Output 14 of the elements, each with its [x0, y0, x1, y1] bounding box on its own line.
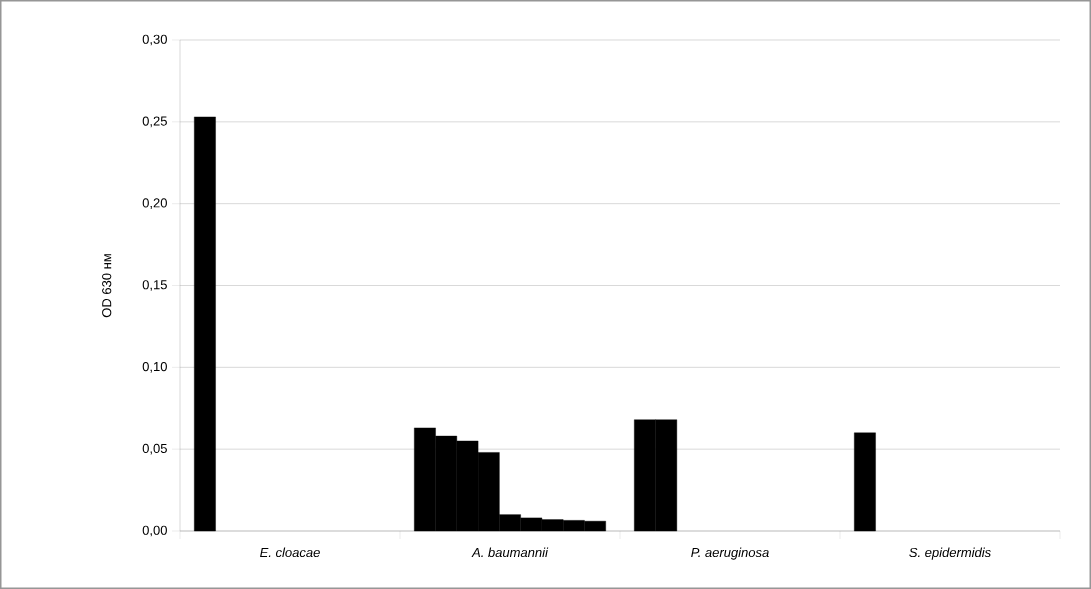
y-tick-label: 0,25: [142, 116, 167, 128]
y-axis-title: OD 630 нм: [102, 254, 112, 318]
x-tick-label: A. baumannii: [471, 547, 549, 558]
bar: [854, 432, 876, 532]
bar: [194, 116, 216, 532]
x-tick-label: P. aeruginosa: [691, 547, 769, 560]
y-tick-label: 0,15: [142, 280, 167, 291]
y-tick-label: 0,05: [142, 443, 167, 455]
y-tick-label: 0,30: [142, 34, 167, 46]
x-tick-label: E. cloacae: [260, 547, 320, 558]
y-tick-label: 0,00: [142, 525, 167, 537]
y-tick-label: 0,10: [142, 361, 167, 373]
x-tick-label: S. epidermidis: [909, 547, 991, 560]
y-tick-label: 0,20: [142, 198, 167, 210]
